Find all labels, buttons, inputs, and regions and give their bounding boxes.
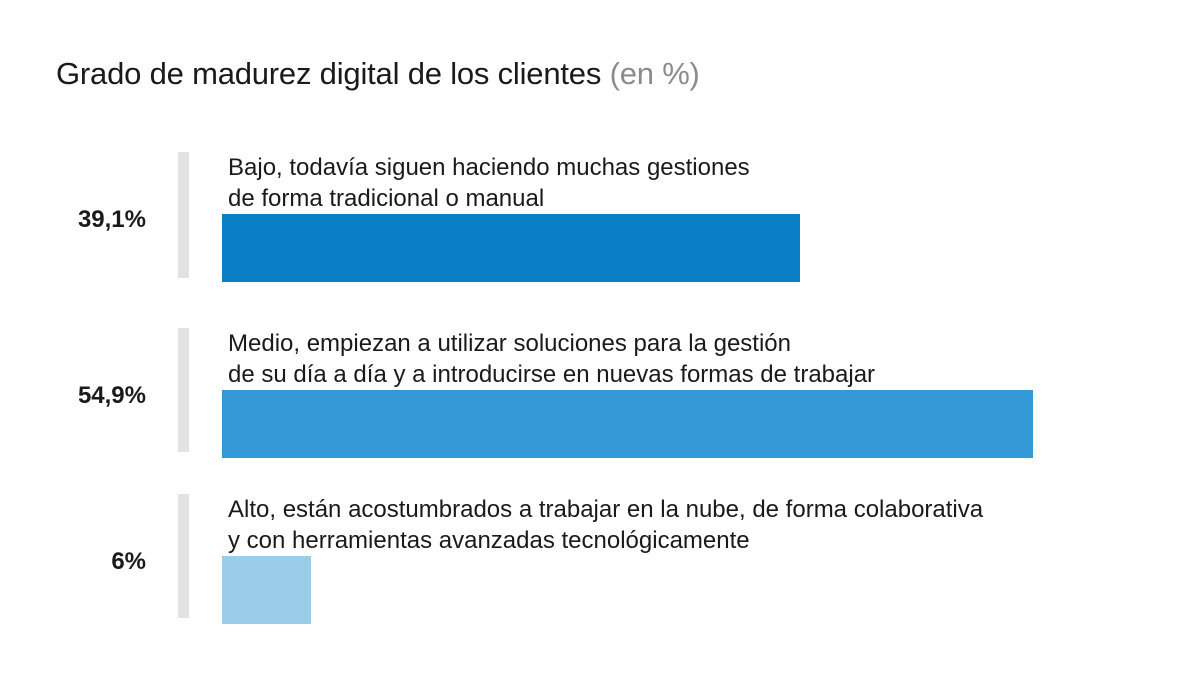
bar-medio (222, 390, 1033, 458)
value-label-bajo: 39,1% (77, 206, 146, 233)
bar-row-medio: 54,9% Medio, empiezan a utilizar solucio… (0, 328, 1200, 458)
category-label-bajo-line2: de forma tradicional o manual (228, 185, 545, 212)
bar-alto (222, 556, 311, 624)
category-label-alto-line2: y con herramientas avanzadas tecnológica… (228, 527, 750, 554)
category-label-alto: Alto, están acostumbrados a trabajar en … (228, 494, 983, 556)
chart-title-unit: (en %) (609, 56, 700, 91)
bar-bajo (222, 214, 800, 282)
row-rail (178, 328, 189, 452)
chart-title: Grado de madurez digital de los clientes… (56, 56, 700, 92)
bar-row-bajo: 39,1% Bajo, todavía siguen haciendo much… (0, 152, 1200, 282)
category-label-alto-line1: Alto, están acostumbrados a trabajar en … (228, 496, 984, 523)
category-label-medio-line2: de su día a día y a introducirse en nuev… (228, 361, 876, 388)
category-label-bajo-line1: Bajo, todavía siguen haciendo muchas ges… (228, 154, 750, 181)
row-rail (178, 152, 189, 278)
value-label-alto: 6% (111, 548, 146, 575)
category-label-bajo: Bajo, todavía siguen haciendo muchas ges… (228, 152, 750, 214)
row-rail (178, 494, 189, 618)
chart-title-text: Grado de madurez digital de los clientes (56, 56, 602, 91)
value-label-medio: 54,9% (77, 382, 146, 409)
category-label-medio: Medio, empiezan a utilizar soluciones pa… (228, 328, 875, 390)
category-label-medio-line1: Medio, empiezan a utilizar soluciones pa… (228, 330, 791, 357)
bar-row-alto: 6% Alto, están acostumbrados a trabajar … (0, 494, 1200, 624)
